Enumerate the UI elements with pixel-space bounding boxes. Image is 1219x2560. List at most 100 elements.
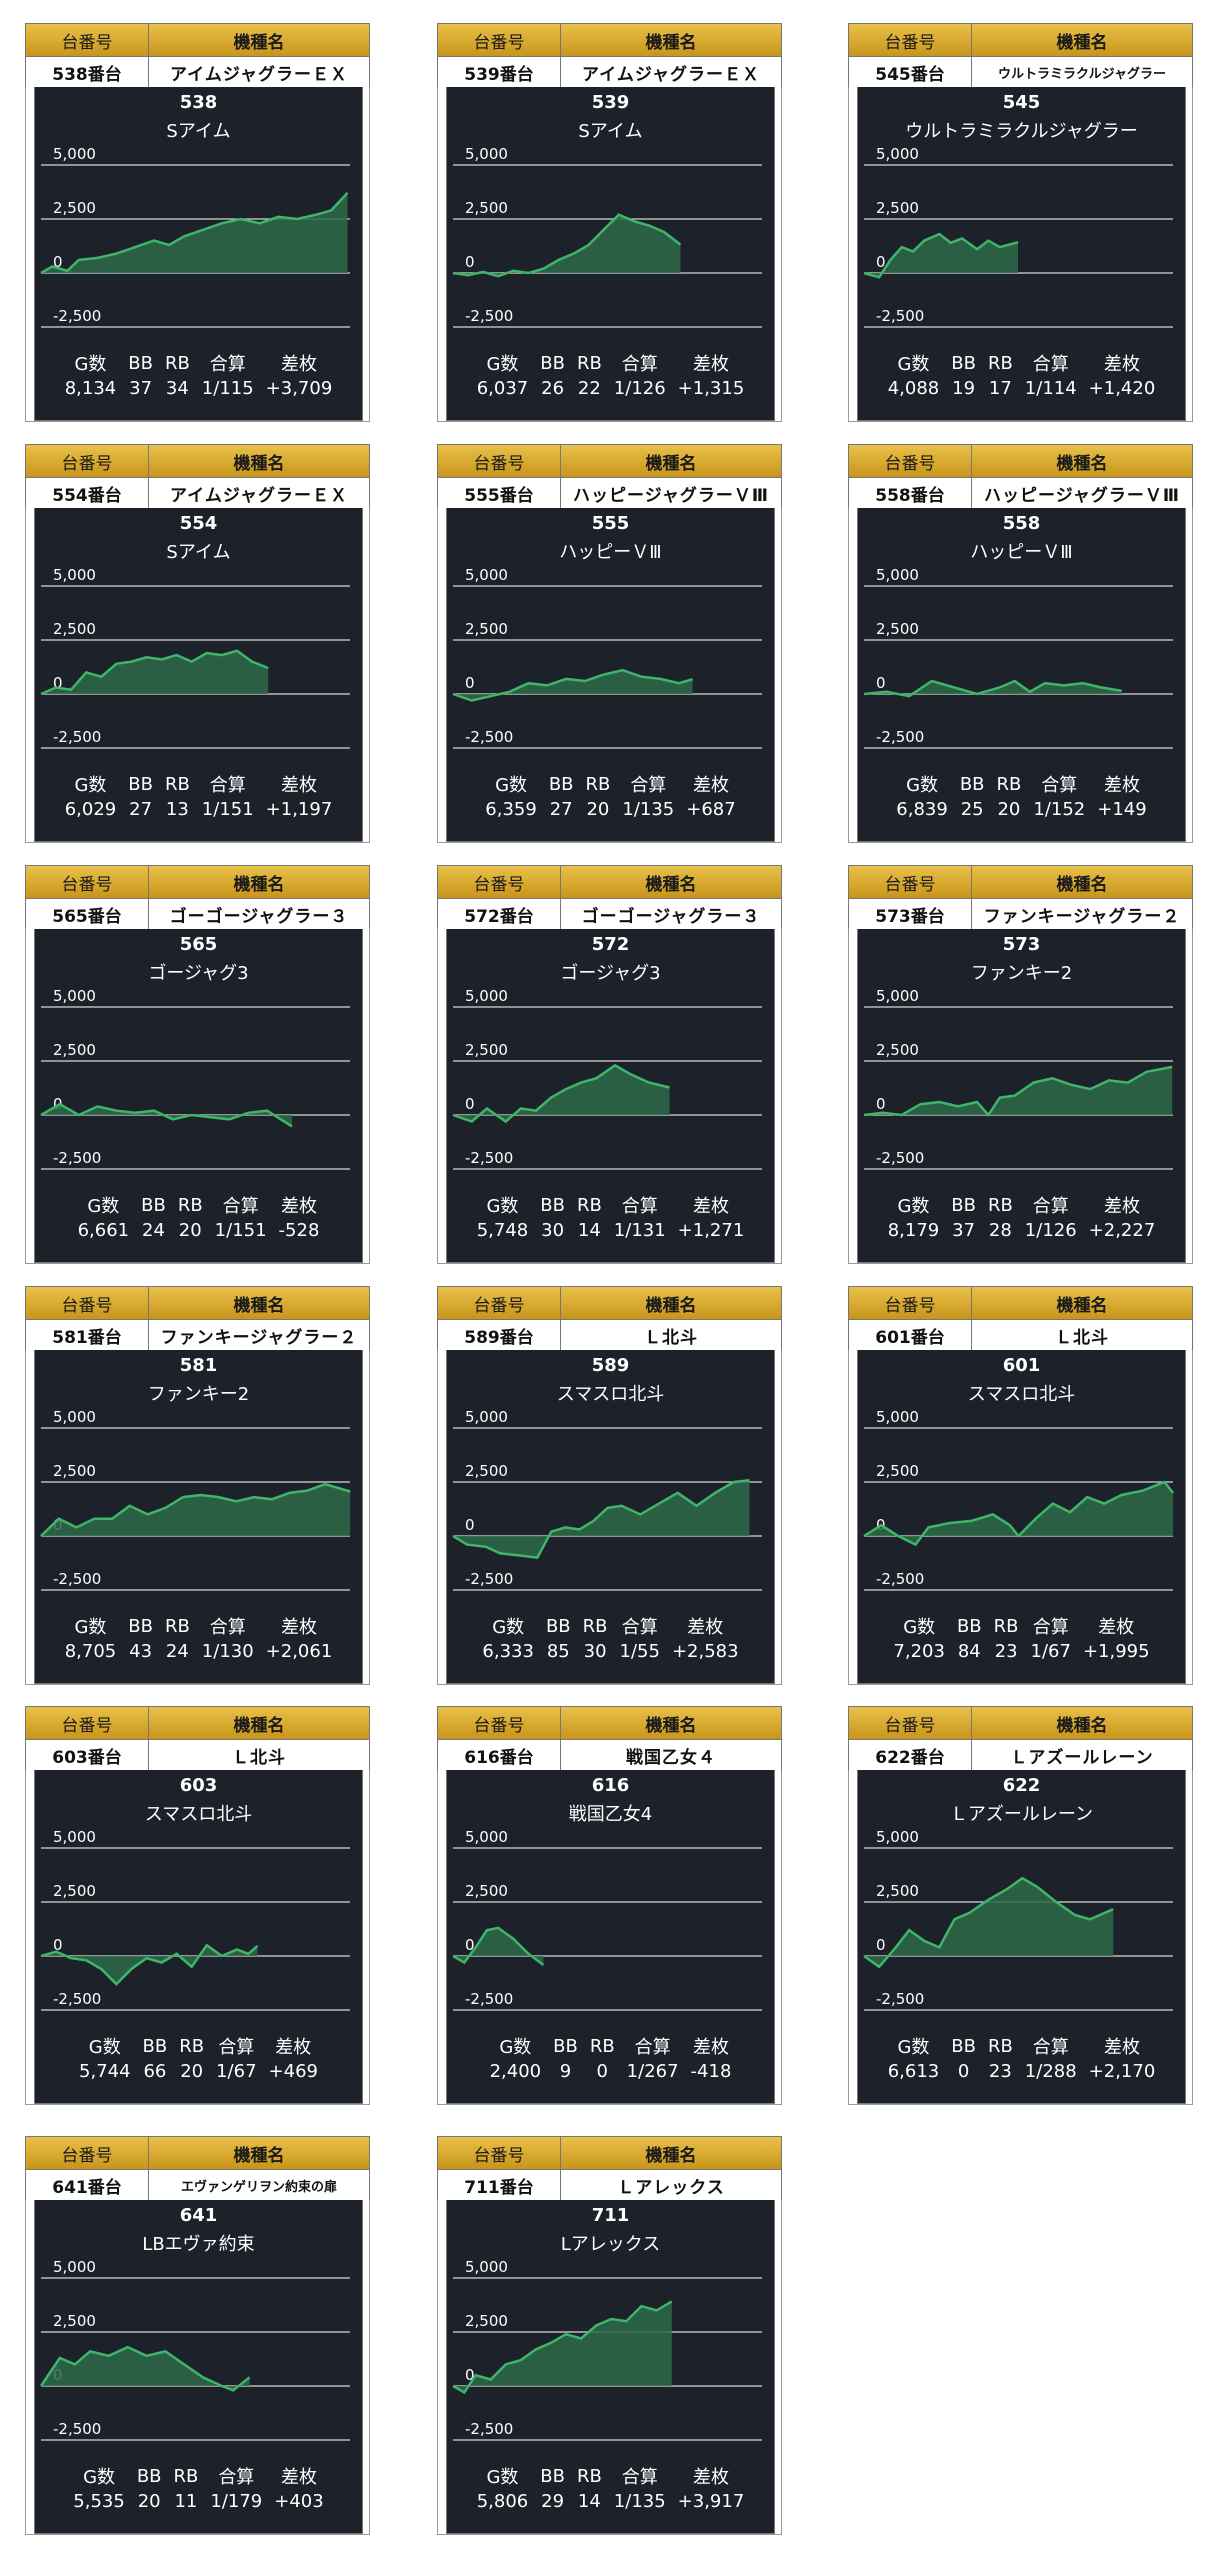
model-name: ハッピージャグラーＶⅢ — [984, 485, 1180, 506]
graph-machine-label: ハッピーＶⅢ — [559, 542, 662, 563]
machine-card[interactable]: 台番号 機種名 601番台 Ｌ北斗 601 スマスロ北斗 5,000 2,500 0 -2,500… — [848, 1286, 1193, 1685]
stat-value: 4,088 — [887, 378, 940, 399]
stats-table: G数 BB RB 合算 差枚 6,661 24 20 1/151 -528 — [35, 1191, 362, 1242]
stat-label: BB — [128, 352, 153, 374]
series-line — [863, 232, 1019, 279]
graph-machine-label: ゴージャグ3 — [148, 963, 249, 984]
area-fill — [864, 1878, 1114, 1967]
card-body: 616 戦国乙女4 5,000 2,500 0 -2,500 G数 BB RB 合算 差枚 2,400… — [437, 1770, 782, 2105]
card-info-row: 616番台 戦国乙女４ — [437, 1739, 782, 1770]
machine-card[interactable]: 台番号 機種名 565番台 ゴーゴージャグラー３ 565 ゴージャグ3 5,000 2,500… — [25, 865, 370, 1264]
y-tick-label: 0 — [465, 253, 475, 271]
machine-card[interactable]: 台番号 機種名 539番台 アイムジャグラーＥＸ 539 Sアイム 5,000 2,500 0 -… — [437, 23, 782, 422]
slot-column-header: 台番号 — [26, 866, 149, 898]
machine-card[interactable]: 台番号 機種名 538番台 アイムジャグラーＥＸ 538 Sアイム 5,000 2,500 0 -… — [25, 23, 370, 422]
slot-number: 558番台 — [849, 478, 972, 508]
model-column-header: 機種名 — [645, 1715, 697, 1736]
stat-label: 差枚 — [1103, 354, 1140, 375]
stat-value: 28 — [988, 1220, 1012, 1241]
stat-value: 66 — [143, 2061, 167, 2082]
stat-value: +403 — [274, 2491, 324, 2512]
machine-card[interactable]: 台番号 機種名 558番台 ハッピージャグラーＶⅢ 558 ハッピーＶⅢ 5,000 2,50… — [848, 444, 1193, 843]
slot-number: 572番台 — [438, 899, 561, 929]
stat-value: 0 — [957, 2061, 970, 2082]
y-tick-label: -2,500 — [876, 1990, 924, 2008]
graph-machine-number: 558 — [1002, 513, 1041, 534]
stat-value: +1,271 — [677, 1220, 745, 1241]
model-column-header: 機種名 — [1056, 874, 1108, 895]
stat-label: 合算 — [1032, 354, 1069, 375]
card-body: 558 ハッピーＶⅢ 5,000 2,500 0 -2,500 G数 BB RB 合算 差枚 6,83… — [848, 508, 1193, 843]
stat-value: 20 — [997, 799, 1021, 820]
graph-machine-number: 573 — [1002, 934, 1041, 955]
stat-value: 14 — [577, 2491, 601, 2512]
model-name: ウルトラミラクルジャグラー — [998, 66, 1166, 82]
card-body: 589 スマスロ北斗 5,000 2,500 0 -2,500 G数 BB RB 合算 差枚 6,33… — [437, 1350, 782, 1685]
stat-label: BB — [540, 352, 565, 374]
area-fill — [41, 2347, 250, 2391]
stat-label: 合算 — [630, 775, 667, 796]
y-tick-label: -2,500 — [465, 1570, 513, 1588]
stat-value: 8,134 — [64, 378, 117, 399]
y-tick-label: -2,500 — [876, 728, 924, 746]
card-header: 台番号 機種名 — [848, 865, 1193, 898]
stats-table: G数 BB RB 合算 差枚 5,744 66 20 1/67 +469 — [35, 2032, 362, 2083]
stat-value: 6,029 — [64, 799, 117, 820]
graph-machine-number: 554 — [179, 513, 218, 534]
y-tick-label: -2,500 — [53, 1149, 101, 1167]
graph-machine-label: Sアイム — [166, 542, 231, 563]
machine-card[interactable]: 台番号 機種名 641番台 エヴァンゲリヲン約束の扉 641 LBエヴァ約束 5,000 2,… — [25, 2136, 370, 2535]
stat-value: 6,661 — [77, 1220, 130, 1241]
machine-card[interactable]: 台番号 機種名 573番台 ファンキージャグラー２ 573 ファンキー2 5,000 2,50… — [848, 865, 1193, 1264]
y-tick-label: -2,500 — [53, 307, 101, 325]
stat-label: 差枚 — [280, 1617, 317, 1638]
slot-column-header: 台番号 — [438, 1707, 561, 1739]
machine-card[interactable]: 台番号 機種名 711番台 Ｌアレックス 711 Lアレックス 5,000 2,500 0 -2,… — [437, 2136, 782, 2535]
area-fill — [41, 1945, 258, 1985]
graph-panel: 539 Sアイム 5,000 2,500 0 -2,500 G数 BB RB 合算 差枚 6,037 2… — [446, 87, 775, 421]
graph-machine-number: 601 — [1002, 1355, 1041, 1376]
machine-card[interactable]: 台番号 機種名 572番台 ゴーゴージャグラー３ 572 ゴージャグ3 5,000 2,500… — [437, 865, 782, 1264]
graph-machine-number: 616 — [591, 1775, 630, 1796]
model-column-header: 機種名 — [1056, 32, 1108, 53]
series-line — [452, 1063, 670, 1124]
machine-card[interactable]: 台番号 機種名 589番台 Ｌ北斗 589 スマスロ北斗 5,000 2,500 0 -2,500… — [437, 1286, 782, 1685]
graph-machine-number: 539 — [591, 92, 630, 113]
model-column-header: 機種名 — [645, 32, 697, 53]
graph-machine-number: 581 — [179, 1355, 218, 1376]
y-tick-label: 5,000 — [465, 1410, 508, 1426]
card-info-row: 581番台 ファンキージャグラー２ — [25, 1319, 370, 1350]
stat-value: 5,744 — [79, 2061, 131, 2082]
stat-label: BB — [136, 2465, 162, 2487]
machine-card[interactable]: 台番号 機種名 622番台 Ｌアズールレーン 622 Ｌアズールレーン 5,000 2,500… — [848, 1706, 1193, 2105]
graph-machine-label: Sアイム — [578, 121, 643, 142]
stat-label: 合算 — [621, 2467, 658, 2488]
graph-machine-label: スマスロ北斗 — [144, 1804, 253, 1825]
graph-machine-label: ハッピーＶⅢ — [970, 542, 1073, 563]
machine-card[interactable]: 台番号 機種名 581番台 ファンキージャグラー２ 581 ファンキー2 5,000 2,50… — [25, 1286, 370, 1685]
machine-card[interactable]: 台番号 機種名 616番台 戦国乙女４ 616 戦国乙女4 5,000 2,500 0 -2,50… — [437, 1706, 782, 2105]
slot-number: 622番台 — [849, 1740, 972, 1770]
model-name: エヴァンゲリヲン約束の扉 — [180, 2179, 337, 2195]
stat-value: 25 — [960, 799, 984, 820]
machine-card[interactable]: 台番号 機種名 545番台 ウルトラミラクルジャグラー 545 ウルトラミラクルジャグラー… — [848, 23, 1193, 422]
graph-panel: 573 ファンキー2 5,000 2,500 0 -2,500 G数 BB RB 合算 差枚 8,17… — [857, 929, 1186, 1263]
stat-value: 24 — [165, 1641, 189, 1662]
stat-value: 26 — [541, 378, 565, 399]
series-line — [863, 1480, 1175, 1547]
y-tick-label: 5,000 — [53, 989, 96, 1005]
machine-card[interactable]: 台番号 機種名 603番台 Ｌ北斗 603 スマスロ北斗 5,000 2,500 0 -2,500… — [25, 1706, 370, 2105]
graph-machine-number: 711 — [591, 2205, 630, 2226]
machine-card[interactable]: 台番号 機種名 555番台 ハッピージャグラーＶⅢ 555 ハッピーＶⅢ 5,000 2,50… — [437, 444, 782, 843]
y-tick-label: 2,500 — [465, 620, 508, 638]
y-tick-label: 2,500 — [53, 1462, 96, 1480]
card-info-row: 641番台 エヴァンゲリヲン約束の扉 — [25, 2169, 370, 2200]
stat-label: G数 — [499, 2037, 532, 2058]
series-line — [863, 679, 1122, 698]
machine-card[interactable]: 台番号 機種名 554番台 アイムジャグラーＥＸ 554 Sアイム 5,000 2,500 0 -… — [25, 444, 370, 843]
stat-label: BB — [951, 1194, 976, 1216]
stat-label: RB — [987, 2035, 1013, 2057]
stat-label: 差枚 — [1103, 1196, 1140, 1217]
stat-value: 5,535 — [73, 2491, 125, 2512]
